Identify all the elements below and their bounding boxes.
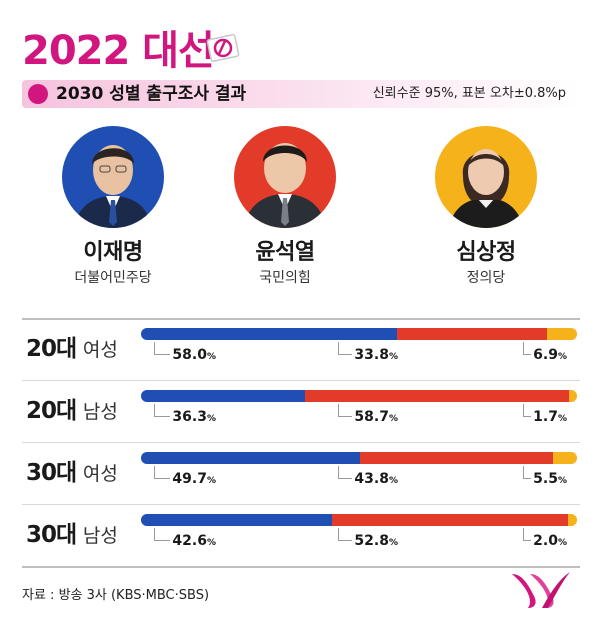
source-note: 자료 : 방송 3사 (KBS·MBC·SBS) — [22, 588, 210, 603]
data-label-value: 58.0 — [172, 347, 207, 363]
row-label-gender: 남성 — [82, 401, 118, 423]
data-label: 6.9% — [531, 347, 569, 365]
data-label-value: 43.8 — [354, 471, 389, 487]
data-label: 5.5% — [531, 471, 569, 489]
title-area: 2022 대선 — [22, 26, 215, 76]
candidate-name-1: 이재명 — [83, 240, 143, 265]
data-label: 1.7% — [531, 409, 569, 427]
bar-segment — [331, 514, 569, 526]
data-label-unit: % — [557, 476, 567, 486]
stacked-bar — [141, 514, 577, 526]
row-label-gender: 남성 — [82, 525, 118, 547]
data-label: 2.0% — [531, 533, 569, 551]
candidate-3: 심상정 정의당 — [411, 126, 561, 288]
margin-of-error-note: 신뢰수준 95%, 표본 오차±0.8%p — [372, 86, 566, 101]
data-label: 36.3% — [170, 409, 218, 427]
candidate-party-3: 정의당 — [466, 270, 506, 286]
data-label-value: 6.9 — [533, 347, 558, 363]
yonhap-logo-icon — [512, 572, 570, 608]
data-label-unit: % — [388, 538, 398, 548]
row-label: 30대 남성 — [26, 522, 118, 549]
row-label: 20대 여성 — [26, 336, 118, 363]
data-label-unit: % — [388, 352, 398, 362]
chart-top-rule — [22, 318, 580, 320]
data-label-value: 58.7 — [354, 409, 389, 425]
person-icon — [244, 143, 326, 228]
bar-segment — [359, 452, 553, 464]
bar-segment — [569, 390, 577, 402]
stacked-bar — [141, 452, 577, 464]
data-label: 33.8% — [352, 347, 400, 365]
subtitle-banner: 2030 성별 출구조사 결과 신뢰수준 95%, 표본 오차±0.8%p — [22, 80, 580, 108]
data-label-unit: % — [206, 352, 216, 362]
row-label-age: 20대 — [26, 336, 77, 362]
row-label-gender: 여성 — [82, 339, 118, 361]
data-label-unit: % — [557, 414, 567, 424]
candidate-party-2: 국민의힘 — [259, 270, 311, 286]
candidate-portrait-2 — [234, 126, 336, 228]
bar-segment — [546, 328, 577, 340]
data-label-unit: % — [557, 538, 567, 548]
row-divider — [22, 504, 580, 505]
page-title: 2022 대선 — [22, 28, 215, 74]
row-label-gender: 여성 — [82, 463, 118, 485]
stacked-bar — [141, 328, 577, 340]
data-label-unit: % — [206, 538, 216, 548]
row-label: 20대 남성 — [26, 398, 118, 425]
data-label-value: 1.7 — [533, 409, 558, 425]
chart-bottom-rule — [22, 566, 580, 568]
data-label: 43.8% — [352, 471, 400, 489]
bar-segment — [141, 514, 332, 526]
bar-segment — [397, 328, 547, 340]
row-label-age: 30대 — [26, 522, 77, 548]
data-label-value: 2.0 — [533, 533, 558, 549]
bar-segment — [552, 452, 577, 464]
person-icon — [74, 145, 152, 228]
bar-segment — [304, 390, 570, 402]
row-label-age: 20대 — [26, 398, 77, 424]
data-label-value: 5.5 — [533, 471, 558, 487]
row-label-age: 30대 — [26, 460, 77, 486]
candidate-party-1: 더불어민주당 — [74, 270, 152, 286]
bullet-dot-icon — [28, 84, 48, 104]
data-label-value: 33.8 — [354, 347, 389, 363]
bar-segment — [568, 514, 577, 526]
row-divider — [22, 442, 580, 443]
candidate-portrait-1 — [62, 126, 164, 228]
candidate-name-3: 심상정 — [456, 240, 516, 265]
data-label-value: 49.7 — [172, 471, 207, 487]
data-label-value: 52.8 — [354, 533, 389, 549]
candidate-portrait-3 — [435, 126, 537, 228]
data-label-unit: % — [206, 414, 216, 424]
bar-segment — [141, 452, 360, 464]
data-label: 58.0% — [170, 347, 218, 365]
bar-segment — [141, 328, 398, 340]
data-label: 49.7% — [170, 471, 218, 489]
data-label: 58.7% — [352, 409, 400, 427]
data-label-unit: % — [388, 476, 398, 486]
data-label: 52.8% — [352, 533, 400, 551]
data-label-value: 42.6 — [172, 533, 207, 549]
row-label: 30대 여성 — [26, 460, 118, 487]
data-label: 42.6% — [170, 533, 218, 551]
data-label-unit: % — [206, 476, 216, 486]
candidate-2: 윤석열 국민의힘 — [210, 126, 360, 288]
ballot-check-icon — [206, 33, 240, 63]
data-label-unit: % — [557, 352, 567, 362]
bar-segment — [141, 390, 305, 402]
row-divider — [22, 380, 580, 381]
chart-subtitle: 2030 성별 출구조사 결과 — [56, 84, 247, 104]
data-label-unit: % — [388, 414, 398, 424]
person-icon — [449, 149, 523, 228]
candidate-name-2: 윤석열 — [255, 240, 315, 265]
candidate-1: 이재명 더불어민주당 — [38, 126, 188, 288]
data-label-value: 36.3 — [172, 409, 207, 425]
stacked-bar — [141, 390, 577, 402]
